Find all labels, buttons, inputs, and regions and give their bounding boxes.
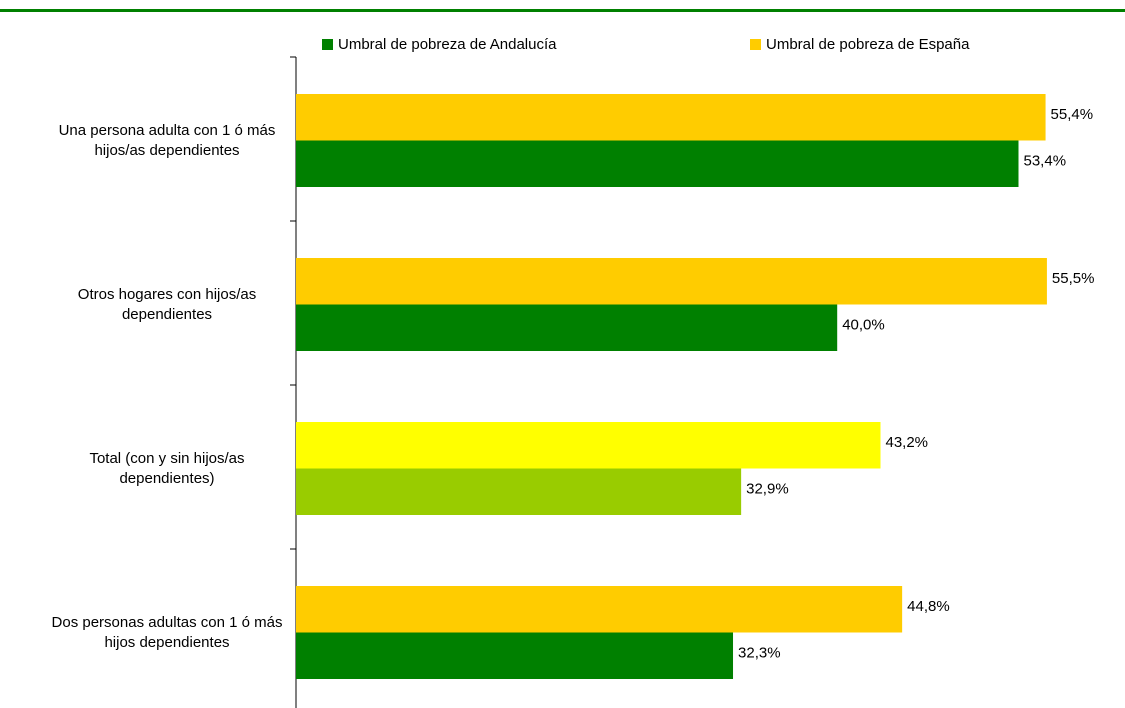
data-label: 55,4% (1051, 106, 1094, 123)
category-label: Una persona adulta con 1 ó más hijos/as … (58, 121, 276, 159)
data-label: 53,4% (1024, 153, 1067, 170)
data-label: 55,5% (1052, 270, 1095, 287)
bar (296, 422, 881, 469)
legend-swatch (322, 39, 333, 50)
bar (296, 632, 734, 679)
data-label: 44,8% (907, 598, 950, 615)
data-label: 32,9% (746, 481, 789, 498)
category-label: Otros hogares con hijos/as dependientes (77, 285, 257, 323)
bar (296, 468, 742, 515)
bar (296, 304, 838, 351)
legend-label: Umbral de pobreza de Andalucía (338, 36, 557, 53)
data-label: 40,0% (842, 317, 885, 334)
bar (296, 140, 1019, 187)
legend-swatch (750, 39, 761, 50)
category-label: Dos personas adultas con 1 ó más hijos d… (51, 613, 283, 651)
legend-label: Umbral de pobreza de España (766, 36, 970, 53)
data-label: 32,3% (738, 645, 781, 662)
bar (296, 258, 1047, 305)
bar (296, 586, 903, 633)
top-rule (0, 9, 1125, 12)
data-label: 43,2% (885, 434, 928, 451)
category-label: Total (con y sin hijos/as dependientes) (89, 449, 245, 487)
bar (296, 94, 1046, 141)
